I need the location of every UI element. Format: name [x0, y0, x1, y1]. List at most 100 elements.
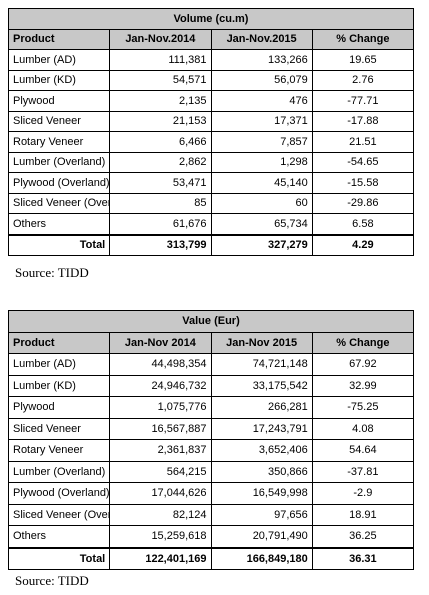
volume-row: Sliced Veneer 21,153 17,371 -17.88	[7, 110, 415, 132]
volume-value-2015-cell: 133,266	[210, 49, 313, 71]
volume-change-cell: 19.65	[311, 49, 415, 71]
volume-value-2015-cell: 65,734	[210, 213, 313, 235]
volume-header-product: Product	[7, 28, 111, 50]
volume-value-2015-cell: 56,079	[210, 69, 313, 91]
volume-row: Lumber (KD) 54,571 56,079 2.76	[7, 69, 415, 91]
value-row: Others 15,259,618 20,791,490 36.25	[7, 525, 415, 548]
volume-row: Lumber (Overland) 2,862 1,298 -54.65	[7, 151, 415, 173]
volume-change-cell: -17.88	[311, 110, 415, 132]
value-total-label: Total	[7, 546, 111, 570]
volume-row: Rotary Veneer 6,466 7,857 21.51	[7, 131, 415, 153]
value-product-cell: Rotary Veneer	[7, 439, 111, 462]
value-value-2015-cell: 74,721,148	[210, 353, 313, 376]
volume-total-label: Total	[7, 233, 111, 256]
value-product-cell: Lumber (AD)	[7, 353, 111, 376]
value-value-2014-cell: 15,259,618	[109, 525, 212, 548]
volume-total-change: 4.29	[311, 233, 415, 256]
value-total-change: 36.31	[311, 546, 415, 570]
value-header-2015: Jan-Nov 2015	[210, 331, 313, 354]
value-value-2015-cell: 20,791,490	[210, 525, 313, 548]
volume-value-2015-cell: 476	[210, 90, 313, 112]
value-value-2014-cell: 564,215	[109, 460, 212, 483]
volume-product-cell: Sliced Veneer (Overland)	[7, 192, 111, 214]
value-value-2014-cell: 16,567,887	[109, 417, 212, 440]
value-value-2015-cell: 16,549,998	[210, 482, 313, 505]
value-value-2015-cell: 3,652,406	[210, 439, 313, 462]
value-product-cell: Others	[7, 525, 111, 548]
volume-header-2015: Jan-Nov.2015	[210, 28, 313, 50]
volume-value-2014-cell: 54,571	[109, 69, 212, 91]
volume-table-title: Volume (cu.m)	[8, 8, 414, 30]
value-change-cell: 67.92	[311, 353, 415, 376]
volume-product-cell: Lumber (Overland)	[7, 151, 111, 173]
value-row: Plywood (Overland) 17,044,626 16,549,998 -2…	[7, 482, 415, 505]
volume-value-2014-cell: 61,676	[109, 213, 212, 235]
value-total-2014: 122,401,169	[109, 546, 212, 570]
value-row: Rotary Veneer 2,361,837 3,652,406 54.64	[7, 439, 415, 462]
value-value-2015-cell: 266,281	[210, 396, 313, 419]
volume-value-2015-cell: 7,857	[210, 131, 313, 153]
volume-change-cell: -15.58	[311, 172, 415, 194]
volume-product-cell: Lumber (KD)	[7, 69, 111, 91]
value-value-2015-cell: 350,866	[210, 460, 313, 483]
volume-value-2014-cell: 111,381	[109, 49, 212, 71]
value-change-cell: 4.08	[311, 417, 415, 440]
volume-value-2014-cell: 21,153	[109, 110, 212, 132]
value-change-cell: 32.99	[311, 374, 415, 397]
value-value-2015-cell: 97,656	[210, 503, 313, 526]
value-header-2014: Jan-Nov 2014	[109, 331, 212, 354]
value-value-2015-cell: 33,175,542	[210, 374, 313, 397]
volume-product-cell: Others	[7, 213, 111, 235]
volume-value-2014-cell: 2,135	[109, 90, 212, 112]
value-row: Lumber (AD) 44,498,354 74,721,148 67.92	[7, 353, 415, 376]
value-change-cell: 54.64	[311, 439, 415, 462]
volume-product-cell: Sliced Veneer	[7, 110, 111, 132]
value-change-cell: -75.25	[311, 396, 415, 419]
volume-value-2014-cell: 2,862	[109, 151, 212, 173]
volume-row: Others 61,676 65,734 6.58	[7, 213, 415, 235]
volume-row: Plywood (Overland) 53,471 45,140 -15.58	[7, 172, 415, 194]
volume-change-cell: -54.65	[311, 151, 415, 173]
volume-change-cell: -29.86	[311, 192, 415, 214]
volume-product-cell: Lumber (AD)	[7, 49, 111, 71]
value-row: Sliced Veneer (Overland)82,12497,65618.9…	[7, 503, 415, 526]
value-value-2014-cell: 1,075,776	[109, 396, 212, 419]
volume-value-2015-cell: 45,140	[210, 172, 313, 194]
value-total-2015: 166,849,180	[210, 546, 313, 570]
volume-value-2014-cell: 85	[109, 192, 212, 214]
volume-change-cell: 21.51	[311, 131, 415, 153]
value-change-cell: -2.9	[311, 482, 415, 505]
volume-header-change: % Change	[311, 28, 415, 50]
volume-value-2015-cell: 60	[210, 192, 313, 214]
value-product-cell: Lumber (Overland)	[7, 460, 111, 483]
value-product-cell: Lumber (KD)	[7, 374, 111, 397]
value-value-2014-cell: 2,361,837	[109, 439, 212, 462]
volume-change-cell: -77.71	[311, 90, 415, 112]
value-product-cell: Sliced Veneer (Overland)	[7, 503, 111, 526]
volume-value-2014-cell: 6,466	[109, 131, 212, 153]
volume-source-note: Source: TIDD	[15, 265, 89, 280]
volume-value-2015-cell: 1,298	[210, 151, 313, 173]
volume-header-2014: Jan-Nov.2014	[109, 28, 212, 50]
value-header-change: % Change	[311, 331, 415, 354]
value-value-2014-cell: 17,044,626	[109, 482, 212, 505]
value-change-cell: 18.91	[311, 503, 415, 526]
volume-total-2014: 313,799	[109, 233, 212, 256]
value-product-cell: Plywood	[7, 396, 111, 419]
value-row: Sliced Veneer 16,567,887 17,243,791 4.08	[7, 417, 415, 440]
volume-product-cell: Plywood	[7, 90, 111, 112]
value-table-title: Value (Eur)	[8, 310, 414, 333]
volume-value-2015-cell: 17,371	[210, 110, 313, 132]
value-product-cell: Sliced Veneer	[7, 417, 111, 440]
volume-row: Lumber (AD) 111,381 133,266 19.65	[7, 49, 415, 71]
value-row: Plywood 1,075,776 266,281 -75.25	[7, 396, 415, 419]
volume-value-2014-cell: 53,471	[109, 172, 212, 194]
value-row: Lumber (KD) 24,946,732 33,175,542 32.99	[7, 374, 415, 397]
volume-product-cell: Plywood (Overland)	[7, 172, 111, 194]
volume-change-cell: 6.58	[311, 213, 415, 235]
value-change-cell: 36.25	[311, 525, 415, 548]
value-value-2014-cell: 82,124	[109, 503, 212, 526]
volume-row: Plywood 2,135 476 -77.71	[7, 90, 415, 112]
value-row: Lumber (Overland) 564,215 350,866 -37.81	[7, 460, 415, 483]
